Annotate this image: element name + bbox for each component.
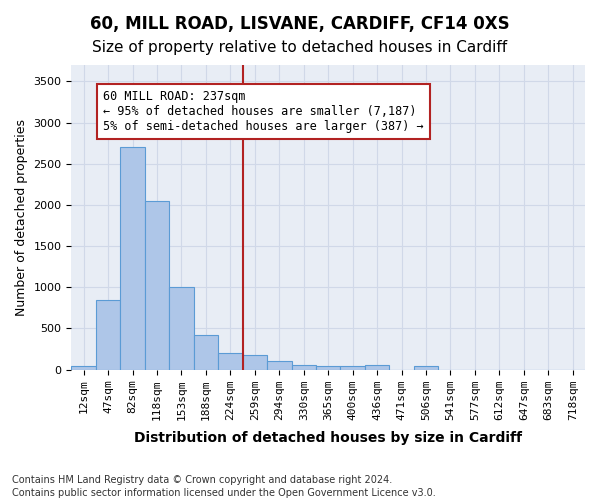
Bar [145, 201, 169, 370]
Bar [267, 362, 292, 370]
Text: 60 MILL ROAD: 237sqm
← 95% of detached houses are smaller (7,187)
5% of semi-det: 60 MILL ROAD: 237sqm ← 95% of detached h… [103, 90, 424, 132]
Bar [218, 353, 242, 370]
Y-axis label: Number of detached properties: Number of detached properties [15, 119, 28, 316]
Bar [340, 366, 365, 370]
Bar [121, 148, 145, 370]
Bar [194, 335, 218, 370]
Text: Contains public sector information licensed under the Open Government Licence v3: Contains public sector information licen… [12, 488, 436, 498]
Bar [169, 288, 194, 370]
Bar [96, 300, 121, 370]
Bar [414, 366, 438, 370]
Text: 60, MILL ROAD, LISVANE, CARDIFF, CF14 0XS: 60, MILL ROAD, LISVANE, CARDIFF, CF14 0X… [90, 15, 510, 33]
Bar [292, 364, 316, 370]
Bar [71, 366, 96, 370]
X-axis label: Distribution of detached houses by size in Cardiff: Distribution of detached houses by size … [134, 431, 522, 445]
Bar [316, 366, 340, 370]
Text: Size of property relative to detached houses in Cardiff: Size of property relative to detached ho… [92, 40, 508, 55]
Text: Contains HM Land Registry data © Crown copyright and database right 2024.: Contains HM Land Registry data © Crown c… [12, 475, 392, 485]
Bar [365, 364, 389, 370]
Bar [242, 355, 267, 370]
